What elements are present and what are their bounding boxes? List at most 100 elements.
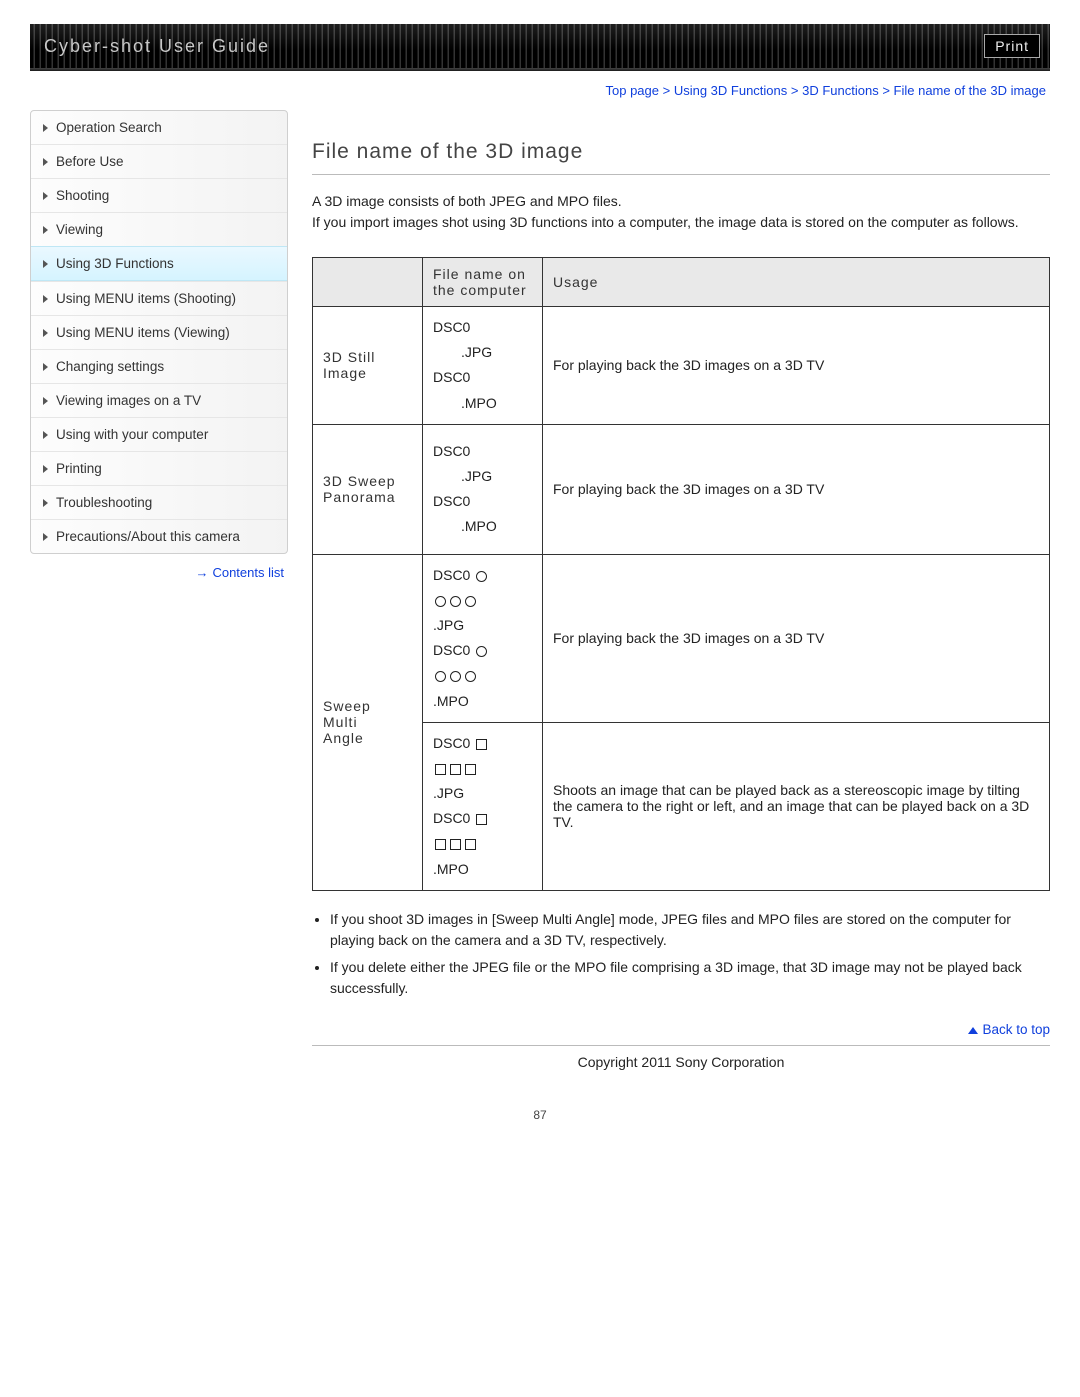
breadcrumb-item[interactable]: File name of the 3D image <box>894 83 1046 98</box>
sidebar-item-label: Precautions/About this camera <box>56 529 240 544</box>
sidebar-item[interactable]: Changing settings <box>31 349 287 383</box>
copyright-text: Copyright 2011 Sony Corporation <box>312 1054 1050 1070</box>
circle-icon <box>450 596 461 607</box>
triangle-right-icon <box>43 295 48 303</box>
contents-list-label: Contents list <box>212 565 284 580</box>
triangle-right-icon <box>43 431 48 439</box>
sidebar-item-label: Using MENU items (Viewing) <box>56 325 230 340</box>
table-header <box>313 258 423 307</box>
header-bar: Cyber-shot User Guide Print <box>30 24 1050 68</box>
circle-icon <box>465 596 476 607</box>
intro-text: A 3D image consists of both JPEG and MPO… <box>312 191 1050 233</box>
row-label: 3D SweepPanorama <box>313 424 423 554</box>
intro-line: A 3D image consists of both JPEG and MPO… <box>312 191 1050 212</box>
table-row: 3D SweepPanoramaDSC0.JPGDSC0.MPOFor play… <box>313 424 1050 554</box>
triangle-right-icon <box>43 533 48 541</box>
triangle-right-icon <box>43 499 48 507</box>
square-icon <box>435 839 446 850</box>
note-item: If you delete either the JPEG file or th… <box>330 957 1050 999</box>
triangle-right-icon <box>43 158 48 166</box>
footer-divider <box>312 1045 1050 1046</box>
sidebar-item[interactable]: Using MENU items (Shooting) <box>31 281 287 315</box>
triangle-right-icon <box>43 226 48 234</box>
page-number: 87 <box>0 1108 1080 1122</box>
table-row: DSC0 .JPGDSC0 .MPOShoots an image that c… <box>313 722 1050 890</box>
square-icon <box>476 739 487 750</box>
sidebar-item[interactable]: Shooting <box>31 178 287 212</box>
sidebar-item[interactable]: Using MENU items (Viewing) <box>31 315 287 349</box>
sidebar-item[interactable]: Using 3D Functions <box>31 246 287 281</box>
breadcrumb-item[interactable]: 3D Functions <box>802 83 879 98</box>
square-icon <box>450 839 461 850</box>
usage-cell: For playing back the 3D images on a 3D T… <box>543 424 1050 554</box>
sidebar-item[interactable]: Using with your computer <box>31 417 287 451</box>
sidebar-item[interactable]: Troubleshooting <box>31 485 287 519</box>
circle-icon <box>435 671 446 682</box>
breadcrumb: Top page > Using 3D Functions > 3D Funct… <box>30 71 1050 106</box>
sidebar-item[interactable]: Viewing images on a TV <box>31 383 287 417</box>
sidebar-item-label: Using 3D Functions <box>56 256 174 271</box>
sidebar: Operation Search Before Use Shooting Viewin… <box>30 110 288 582</box>
sidebar-item-label: Viewing images on a TV <box>56 393 201 408</box>
triangle-right-icon <box>43 260 48 268</box>
main-content: File name of the 3D image A 3D image con… <box>312 110 1050 1070</box>
sidebar-item-label: Using with your computer <box>56 427 208 442</box>
square-icon <box>476 814 487 825</box>
site-title: Cyber-shot User Guide <box>44 36 270 57</box>
page-title: File name of the 3D image <box>312 110 1050 175</box>
sidebar-item-label: Using MENU items (Shooting) <box>56 291 236 306</box>
circle-icon <box>476 571 487 582</box>
sidebar-item[interactable]: Viewing <box>31 212 287 246</box>
intro-line: If you import images shot using 3D funct… <box>312 212 1050 233</box>
triangle-right-icon <box>43 465 48 473</box>
square-icon <box>465 839 476 850</box>
triangle-right-icon <box>43 363 48 371</box>
filename-cell: DSC0.JPGDSC0.MPO <box>423 424 543 554</box>
filename-cell: DSC0.JPGDSC0.MPO <box>423 307 543 425</box>
row-label: SweepMultiAngle <box>313 554 423 890</box>
triangle-right-icon <box>43 192 48 200</box>
circle-icon <box>450 671 461 682</box>
sidebar-item[interactable]: Precautions/About this camera <box>31 519 287 553</box>
square-icon <box>465 764 476 775</box>
sidebar-item-label: Viewing <box>56 222 103 237</box>
circle-icon <box>435 596 446 607</box>
breadcrumb-item[interactable]: Top page <box>606 83 660 98</box>
triangle-right-icon <box>43 124 48 132</box>
filename-cell: DSC0 .JPGDSC0 .MPO <box>423 722 543 890</box>
back-to-top-label: Back to top <box>982 1022 1050 1037</box>
sidebar-item[interactable]: Operation Search <box>31 111 287 144</box>
sidebar-item-label: Shooting <box>56 188 109 203</box>
triangle-up-icon <box>968 1027 978 1034</box>
breadcrumb-item[interactable]: Using 3D Functions <box>674 83 787 98</box>
arrow-right-icon: → <box>195 565 208 580</box>
sidebar-item-label: Operation Search <box>56 120 162 135</box>
sidebar-item[interactable]: Printing <box>31 451 287 485</box>
filename-table: File name on the computer Usage 3D Still… <box>312 257 1050 891</box>
print-button[interactable]: Print <box>984 34 1040 58</box>
contents-list-link[interactable]: → Contents list <box>195 565 284 580</box>
table-row: SweepMultiAngleDSC0 .JPGDSC0 .MPOFor pla… <box>313 554 1050 722</box>
circle-icon <box>476 646 487 657</box>
row-label: 3D StillImage <box>313 307 423 425</box>
circle-icon <box>465 671 476 682</box>
filename-cell: DSC0 .JPGDSC0 .MPO <box>423 554 543 722</box>
sidebar-item-label: Changing settings <box>56 359 164 374</box>
notes-list: If you shoot 3D images in [Sweep Multi A… <box>312 909 1050 999</box>
sidebar-item-label: Printing <box>56 461 102 476</box>
table-header: File name on the computer <box>423 258 543 307</box>
usage-cell: Shoots an image that can be played back … <box>543 722 1050 890</box>
usage-cell: For playing back the 3D images on a 3D T… <box>543 554 1050 722</box>
square-icon <box>450 764 461 775</box>
table-header: Usage <box>543 258 1050 307</box>
sidebar-item[interactable]: Before Use <box>31 144 287 178</box>
triangle-right-icon <box>43 397 48 405</box>
triangle-right-icon <box>43 329 48 337</box>
back-to-top-link[interactable]: Back to top <box>968 1022 1050 1037</box>
sidebar-item-label: Troubleshooting <box>56 495 152 510</box>
note-item: If you shoot 3D images in [Sweep Multi A… <box>330 909 1050 951</box>
usage-cell: For playing back the 3D images on a 3D T… <box>543 307 1050 425</box>
table-row: 3D StillImageDSC0.JPGDSC0.MPOFor playing… <box>313 307 1050 425</box>
sidebar-item-label: Before Use <box>56 154 124 169</box>
square-icon <box>435 764 446 775</box>
